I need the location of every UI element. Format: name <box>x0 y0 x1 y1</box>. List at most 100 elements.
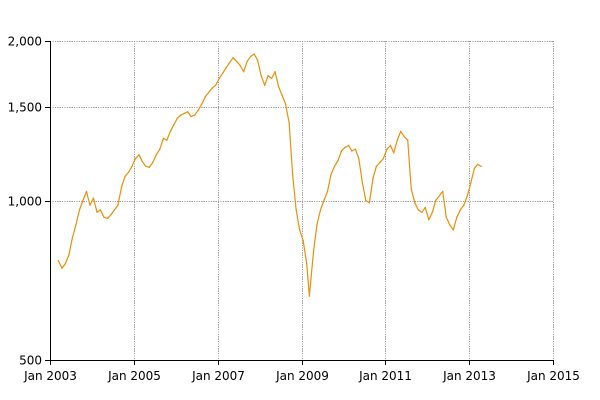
data-point <box>312 251 315 253</box>
tick-labels: 500 1,000 1,500 2,000 Jan 2003 Jan 2005 Jan 20… <box>8 35 580 384</box>
data-point <box>382 157 385 160</box>
data-point <box>187 111 189 113</box>
data-point <box>145 165 147 168</box>
data-point <box>228 62 231 64</box>
data-point <box>316 224 318 226</box>
data-point <box>225 67 227 69</box>
data-point <box>323 199 325 202</box>
data-point <box>340 150 343 152</box>
data-point <box>337 159 339 162</box>
series-line-0 <box>57 53 482 297</box>
data-point <box>61 267 63 269</box>
x-tick-label: Jan 2011 <box>358 369 412 383</box>
data-point <box>274 71 276 73</box>
data-point <box>131 165 133 168</box>
data-point <box>358 157 360 160</box>
data-point <box>141 160 143 163</box>
x-tick-label: Jan 2009 <box>275 369 329 383</box>
data-point <box>298 229 301 231</box>
data-point <box>85 190 88 193</box>
data-point <box>211 87 213 89</box>
data-point <box>64 262 67 265</box>
x-tick-label: Jan 2005 <box>107 369 161 383</box>
y-tick-label: 500 <box>19 354 42 368</box>
data-point <box>466 195 468 197</box>
data-point <box>270 77 273 80</box>
data-point <box>75 224 77 226</box>
data-point <box>417 209 419 211</box>
data-point <box>183 112 185 115</box>
data-point <box>470 182 472 184</box>
data-point <box>476 163 479 166</box>
data-point <box>480 165 482 168</box>
data-point <box>127 171 130 174</box>
series-layer <box>57 53 482 297</box>
data-point <box>403 135 405 138</box>
grid-lines <box>50 41 554 361</box>
data-point <box>428 218 430 221</box>
data-point <box>372 177 374 180</box>
data-point <box>456 216 458 218</box>
data-point <box>396 139 398 141</box>
data-point <box>166 139 168 141</box>
data-point <box>379 161 381 164</box>
data-point <box>267 75 269 77</box>
data-point <box>208 91 210 94</box>
data-point <box>330 173 332 176</box>
data-point <box>463 204 465 206</box>
data-point <box>319 209 322 211</box>
data-point <box>284 103 287 105</box>
data-point <box>117 204 119 206</box>
data-point <box>215 84 217 86</box>
data-point <box>393 152 395 154</box>
data-point <box>120 186 123 188</box>
data-point <box>96 211 98 213</box>
data-point <box>442 190 444 193</box>
data-point <box>333 165 336 168</box>
data-point <box>400 130 402 133</box>
data-point <box>162 137 165 140</box>
data-point <box>302 239 304 242</box>
data-point <box>82 199 84 202</box>
data-point <box>246 60 248 63</box>
data-point <box>99 209 102 211</box>
data-point <box>169 130 172 133</box>
data-point <box>354 148 357 150</box>
data-point <box>180 114 182 116</box>
x-tick-label: Jan 2015 <box>526 369 580 383</box>
data-point <box>89 204 91 206</box>
x-tick-label: Jan 2013 <box>442 369 496 383</box>
data-point <box>152 161 154 164</box>
data-point <box>365 199 367 202</box>
data-point <box>445 216 447 218</box>
data-point <box>291 173 294 176</box>
data-point <box>326 190 329 193</box>
data-point <box>473 167 476 170</box>
data-point <box>155 154 157 156</box>
data-point <box>197 109 199 111</box>
data-point <box>351 150 353 152</box>
data-point <box>124 175 126 178</box>
data-point <box>281 94 283 96</box>
axes <box>45 41 554 365</box>
data-point <box>176 117 179 119</box>
data-point <box>218 77 220 80</box>
data-point <box>295 209 297 211</box>
data-point <box>103 216 105 218</box>
data-point <box>361 182 364 184</box>
data-point <box>435 199 437 202</box>
data-point <box>438 195 440 197</box>
data-point <box>431 211 434 213</box>
data-point <box>148 166 150 169</box>
data-point <box>277 85 280 88</box>
data-point <box>92 197 95 199</box>
data-point <box>201 103 203 105</box>
data-point <box>173 124 175 126</box>
y-tick-label: 1,000 <box>8 195 42 209</box>
data-point <box>113 209 116 211</box>
data-point <box>452 229 454 231</box>
data-point <box>71 237 74 239</box>
data-point <box>375 165 378 168</box>
data-point <box>410 188 412 190</box>
data-point <box>260 75 262 77</box>
